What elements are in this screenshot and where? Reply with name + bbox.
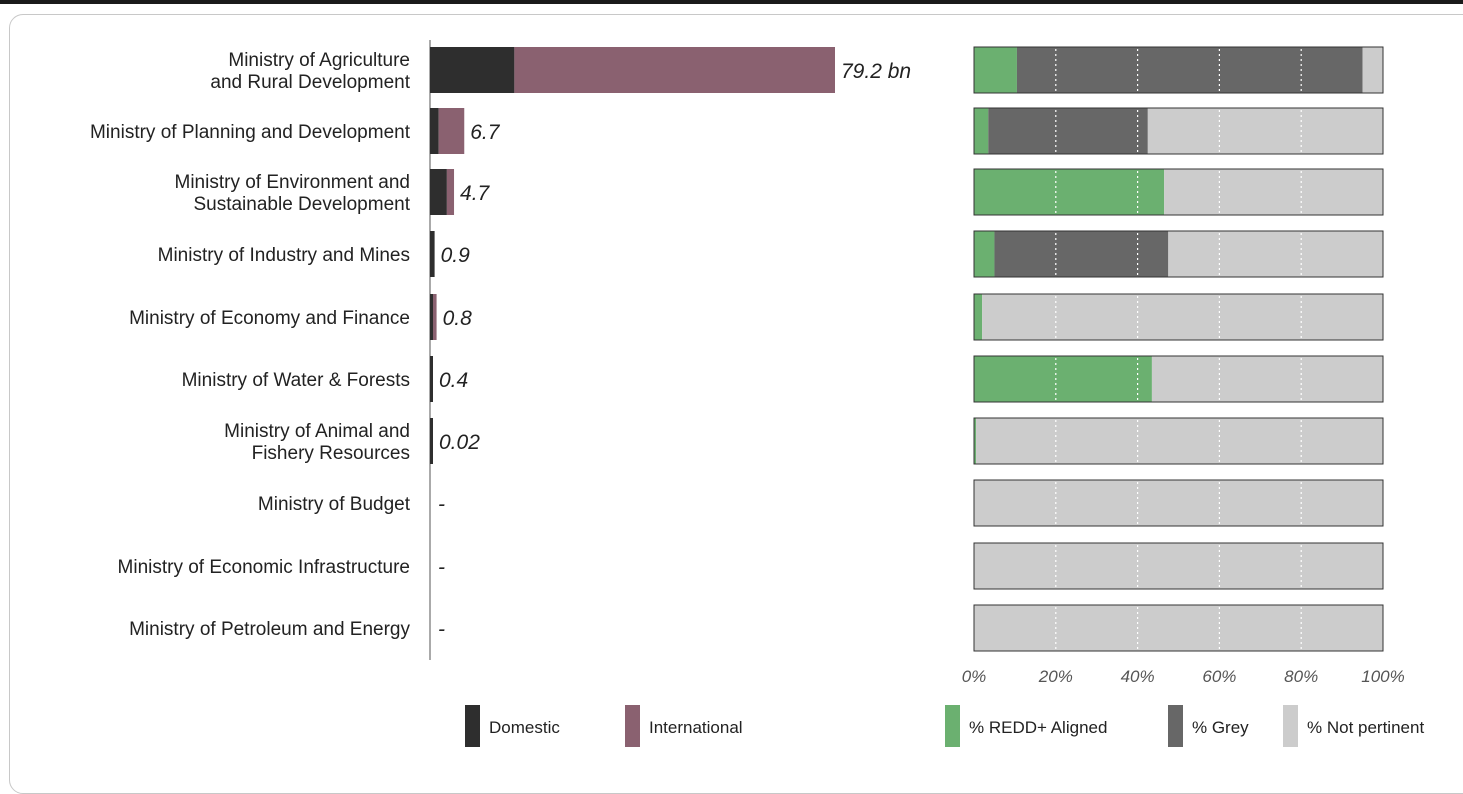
legend-aligned-label: % REDD+ Aligned — [969, 718, 1107, 737]
x-tick-label: 60% — [1202, 667, 1236, 686]
value-label: 0.02 — [439, 431, 480, 454]
value-label: 0.4 — [439, 369, 468, 392]
aligned-segment — [974, 47, 1017, 93]
category-label: and Rural Development — [210, 72, 410, 93]
not-pertinent-segment — [974, 543, 1383, 589]
top-title-strip — [0, 0, 1463, 4]
bar-outline — [973, 46, 1384, 94]
category-label: Ministry of Animal and — [224, 421, 410, 442]
category-label: Ministry of Petroleum and Energy — [129, 619, 410, 640]
legend-aligned-swatch — [945, 705, 960, 747]
value-label: 4.7 — [460, 182, 491, 205]
category-label: Ministry of Environment and — [175, 172, 411, 193]
category-label: Fishery Resources — [252, 443, 410, 464]
domestic-bar — [430, 169, 447, 215]
x-tick-label: 0% — [962, 667, 987, 686]
category-label: Ministry of Agriculture — [228, 50, 410, 71]
bar-outline — [973, 355, 1384, 403]
x-tick-label: 80% — [1284, 667, 1318, 686]
legend-international-label: International — [649, 718, 743, 737]
not-pertinent-segment — [982, 294, 1383, 340]
category-label: Sustainable Development — [193, 194, 410, 215]
grey-segment — [1016, 47, 1363, 93]
legend-international-swatch — [625, 705, 640, 747]
value-label: - — [438, 556, 445, 579]
value-label: 79.2 bn — [841, 60, 911, 83]
x-tick-label: 20% — [1038, 667, 1073, 686]
not-pertinent-segment — [1151, 356, 1383, 402]
category-label: Ministry of Budget — [258, 494, 411, 515]
category-label: Ministry of Economy and Finance — [129, 308, 410, 329]
x-tick-label: 100% — [1361, 667, 1404, 686]
value-label: - — [438, 618, 445, 641]
domestic-bar — [430, 231, 435, 277]
legend-grey-label: % Grey — [1192, 718, 1249, 737]
bar-outline — [973, 417, 1384, 465]
aligned-segment — [974, 294, 983, 340]
not-pertinent-segment — [1164, 169, 1383, 215]
percent-bar-panel: 0% 20% 40% 60% 80% 100% — [962, 46, 1405, 686]
value-label: - — [438, 493, 445, 516]
domestic-bar — [430, 418, 433, 464]
international-bar — [514, 47, 835, 93]
domestic-bar — [430, 108, 439, 154]
value-label: 0.8 — [443, 307, 473, 330]
bar-outline — [973, 542, 1384, 590]
legend-domestic-label: Domestic — [489, 718, 560, 737]
aligned-segment — [974, 418, 977, 464]
legends: Domestic International % REDD+ Aligned % Gr… — [465, 705, 1424, 747]
value-label: 0.9 — [441, 244, 471, 267]
domestic-bar — [430, 356, 433, 402]
legend-not-pertinent-label: % Not pertinent — [1307, 718, 1424, 737]
domestic-bar — [430, 294, 433, 340]
grey-segment — [988, 108, 1148, 154]
aligned-segment — [974, 108, 989, 154]
domestic-bar — [430, 47, 515, 93]
bar-outline — [973, 479, 1384, 527]
legend-not-pertinent-swatch — [1283, 705, 1298, 747]
value-label: 6.7 — [470, 121, 501, 144]
international-bar — [438, 108, 465, 154]
bar-outline — [973, 604, 1384, 652]
bar-outline — [973, 168, 1384, 216]
not-pertinent-segment — [974, 605, 1383, 651]
bar-outline — [973, 293, 1384, 341]
not-pertinent-segment — [1147, 108, 1383, 154]
not-pertinent-segment — [1168, 231, 1383, 277]
category-label: Ministry of Planning and Development — [90, 122, 411, 143]
legend-grey-swatch — [1168, 705, 1183, 747]
not-pertinent-segment — [974, 480, 1383, 526]
aligned-segment — [974, 356, 1152, 402]
category-label: Ministry of Industry and Mines — [158, 245, 410, 266]
not-pertinent-segment — [976, 418, 1383, 464]
x-tick-label: 40% — [1121, 667, 1155, 686]
legend-domestic-swatch — [465, 705, 480, 747]
grey-segment — [994, 231, 1169, 277]
aligned-segment — [974, 169, 1165, 215]
bar-outline — [973, 230, 1384, 278]
category-label: Ministry of Economic Infrastructure — [118, 557, 410, 578]
bar-outline — [973, 107, 1384, 155]
not-pertinent-segment — [1362, 47, 1383, 93]
international-bar — [433, 294, 437, 340]
category-label: Ministry of Water & Forests — [182, 370, 410, 391]
aligned-segment — [974, 231, 995, 277]
international-bar — [446, 169, 455, 215]
